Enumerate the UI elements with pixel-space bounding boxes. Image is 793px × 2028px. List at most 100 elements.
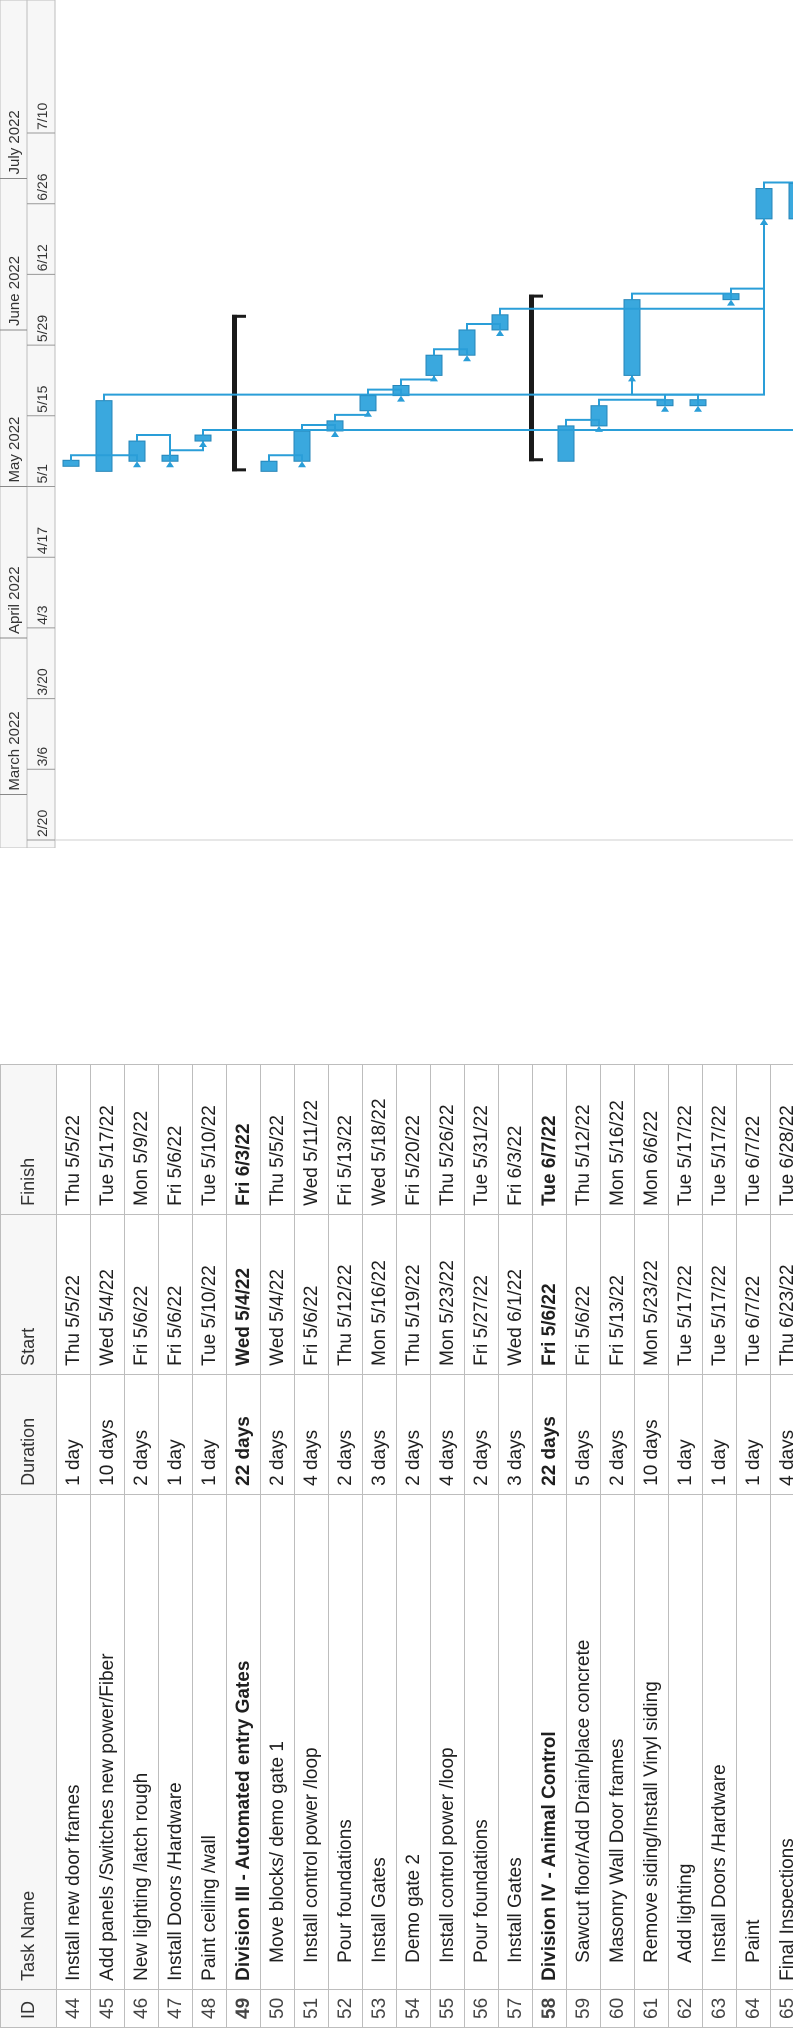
table-row[interactable]: 59 Sawcut floor/Add Drain/place concrete 5… bbox=[566, 1064, 601, 2028]
cell-finish[interactable]: Fri 5/20/22 bbox=[396, 1064, 431, 1215]
cell-task-name[interactable]: Install Doors /Hardware bbox=[702, 1494, 737, 1990]
cell-finish[interactable]: Tue 5/17/22 bbox=[90, 1064, 125, 1215]
cell-start[interactable]: Thu 6/23/22 bbox=[770, 1214, 793, 1375]
task-bar[interactable] bbox=[425, 354, 443, 376]
cell-task-name[interactable]: Masonry Wall Door frames bbox=[600, 1494, 635, 1990]
cell-finish[interactable]: Thu 5/5/22 bbox=[56, 1064, 91, 1215]
task-bar[interactable] bbox=[95, 400, 113, 472]
cell-id[interactable]: 48 bbox=[192, 1989, 227, 2028]
table-row[interactable]: 44 Install new door frames 1 day Thu 5/5/22… bbox=[56, 1064, 91, 2028]
cell-id[interactable]: 45 bbox=[90, 1989, 125, 2028]
cell-task-name[interactable]: Install control power /loop bbox=[294, 1494, 329, 1990]
cell-duration[interactable]: 2 days bbox=[328, 1374, 363, 1495]
cell-finish[interactable]: Fri 6/3/22 bbox=[498, 1064, 533, 1215]
header-duration[interactable]: Duration bbox=[0, 1374, 57, 1495]
table-row[interactable]: 64 Paint 1 day Tue 6/7/22 Tue 6/7/22 bbox=[736, 1064, 771, 2028]
cell-duration[interactable]: 2 days bbox=[600, 1374, 635, 1495]
table-row[interactable]: 46 New lighting /latch rough 2 days Fri 5/6… bbox=[124, 1064, 159, 2028]
cell-id[interactable]: 56 bbox=[464, 1989, 499, 2028]
cell-start[interactable]: Mon 5/16/22 bbox=[362, 1214, 397, 1375]
cell-finish[interactable]: Thu 5/5/22 bbox=[260, 1064, 295, 1215]
table-row[interactable]: 53 Install Gates 3 days Mon 5/16/22 Wed 5/18… bbox=[362, 1064, 397, 2028]
table-row[interactable]: 49 Division III - Automated entry Gates 22… bbox=[226, 1064, 261, 2028]
cell-start[interactable]: Mon 5/23/22 bbox=[634, 1214, 669, 1375]
cell-start[interactable]: Fri 5/6/22 bbox=[566, 1214, 601, 1375]
cell-task-name[interactable]: Paint bbox=[736, 1494, 771, 1990]
cell-start[interactable]: Wed 5/4/22 bbox=[90, 1214, 125, 1375]
cell-finish[interactable]: Thu 5/12/22 bbox=[566, 1064, 601, 1215]
cell-id[interactable]: 64 bbox=[736, 1989, 771, 2028]
cell-task-name[interactable]: Pour foundations bbox=[328, 1494, 363, 1990]
cell-id[interactable]: 49 bbox=[226, 1989, 261, 2028]
header-finish[interactable]: Finish bbox=[0, 1064, 57, 1215]
cell-id[interactable]: 59 bbox=[566, 1989, 601, 2028]
cell-duration[interactable]: 2 days bbox=[260, 1374, 295, 1495]
cell-finish[interactable]: Mon 5/9/22 bbox=[124, 1064, 159, 1215]
cell-start[interactable]: Wed 5/4/22 bbox=[226, 1214, 261, 1375]
cell-duration[interactable]: 22 days bbox=[532, 1374, 567, 1495]
cell-start[interactable]: Thu 5/5/22 bbox=[56, 1214, 91, 1375]
cell-duration[interactable]: 3 days bbox=[362, 1374, 397, 1495]
cell-id[interactable]: 57 bbox=[498, 1989, 533, 2028]
cell-duration[interactable]: 5 days bbox=[566, 1374, 601, 1495]
summary-bar[interactable] bbox=[529, 294, 534, 462]
cell-duration[interactable]: 3 days bbox=[498, 1374, 533, 1495]
cell-id[interactable]: 55 bbox=[430, 1989, 465, 2028]
cell-id[interactable]: 50 bbox=[260, 1989, 295, 2028]
table-row[interactable]: 56 Pour foundations 2 days Fri 5/27/22 Tue 5… bbox=[464, 1064, 499, 2028]
cell-task-name[interactable]: Add lighting bbox=[668, 1494, 703, 1990]
cell-task-name[interactable]: Install Gates bbox=[498, 1494, 533, 1990]
cell-finish[interactable]: Fri 5/13/22 bbox=[328, 1064, 363, 1215]
cell-finish[interactable]: Wed 5/18/22 bbox=[362, 1064, 397, 1215]
cell-start[interactable]: Thu 5/19/22 bbox=[396, 1214, 431, 1375]
cell-duration[interactable]: 2 days bbox=[396, 1374, 431, 1495]
header-task-name[interactable]: Task Name bbox=[0, 1494, 57, 1990]
cell-duration[interactable]: 4 days bbox=[770, 1374, 793, 1495]
cell-start[interactable]: Tue 5/17/22 bbox=[702, 1214, 737, 1375]
cell-duration[interactable]: 1 day bbox=[56, 1374, 91, 1495]
task-bar[interactable] bbox=[623, 299, 641, 376]
task-bar[interactable] bbox=[557, 425, 575, 462]
cell-start[interactable]: Fri 5/6/22 bbox=[158, 1214, 193, 1375]
cell-task-name[interactable]: Install Gates bbox=[362, 1494, 397, 1990]
cell-task-name[interactable]: Final Inspections bbox=[770, 1494, 793, 1990]
cell-start[interactable]: Wed 5/4/22 bbox=[260, 1214, 295, 1375]
cell-task-name[interactable]: Division IV - Animal Control bbox=[532, 1494, 567, 1990]
cell-finish[interactable]: Fri 6/3/22 bbox=[226, 1064, 261, 1215]
cell-finish[interactable]: Tue 5/10/22 bbox=[192, 1064, 227, 1215]
cell-duration[interactable]: 1 day bbox=[702, 1374, 737, 1495]
cell-start[interactable]: Wed 6/1/22 bbox=[498, 1214, 533, 1375]
cell-id[interactable]: 60 bbox=[600, 1989, 635, 2028]
table-row[interactable]: 48 Paint ceiling /wall 1 day Tue 5/10/22 Tue… bbox=[192, 1064, 227, 2028]
cell-id[interactable]: 54 bbox=[396, 1989, 431, 2028]
cell-finish[interactable]: Tue 6/28/22 bbox=[770, 1064, 793, 1215]
cell-duration[interactable]: 10 days bbox=[634, 1374, 669, 1495]
cell-task-name[interactable]: Paint ceiling /wall bbox=[192, 1494, 227, 1990]
cell-finish[interactable]: Thu 5/26/22 bbox=[430, 1064, 465, 1215]
cell-duration[interactable]: 1 day bbox=[158, 1374, 193, 1495]
cell-finish[interactable]: Tue 5/31/22 bbox=[464, 1064, 499, 1215]
table-row[interactable]: 61 Remove siding/Install Vinyl siding 10 d… bbox=[634, 1064, 669, 2028]
cell-task-name[interactable]: Division III - Automated entry Gates bbox=[226, 1494, 261, 1990]
cell-finish[interactable]: Tue 5/17/22 bbox=[702, 1064, 737, 1215]
cell-start[interactable]: Fri 5/6/22 bbox=[294, 1214, 329, 1375]
cell-id[interactable]: 51 bbox=[294, 1989, 329, 2028]
cell-task-name[interactable]: Remove siding/Install Vinyl siding bbox=[634, 1494, 669, 1990]
cell-task-name[interactable]: Move blocks/ demo gate 1 bbox=[260, 1494, 295, 1990]
cell-finish[interactable]: Tue 6/7/22 bbox=[532, 1064, 567, 1215]
cell-task-name[interactable]: Add panels /Switches new power/Fiber bbox=[90, 1494, 125, 1990]
cell-duration[interactable]: 4 days bbox=[430, 1374, 465, 1495]
cell-start[interactable]: Tue 6/7/22 bbox=[736, 1214, 771, 1375]
header-id[interactable]: ID bbox=[0, 1989, 57, 2028]
cell-task-name[interactable]: Demo gate 2 bbox=[396, 1494, 431, 1990]
cell-id[interactable]: 63 bbox=[702, 1989, 737, 2028]
cell-id[interactable]: 47 bbox=[158, 1989, 193, 2028]
cell-duration[interactable]: 2 days bbox=[124, 1374, 159, 1495]
task-bar[interactable] bbox=[260, 460, 278, 472]
cell-id[interactable]: 52 bbox=[328, 1989, 363, 2028]
table-row[interactable]: 45 Add panels /Switches new power/Fiber 10… bbox=[90, 1064, 125, 2028]
cell-duration[interactable]: 1 day bbox=[192, 1374, 227, 1495]
cell-duration[interactable]: 4 days bbox=[294, 1374, 329, 1495]
